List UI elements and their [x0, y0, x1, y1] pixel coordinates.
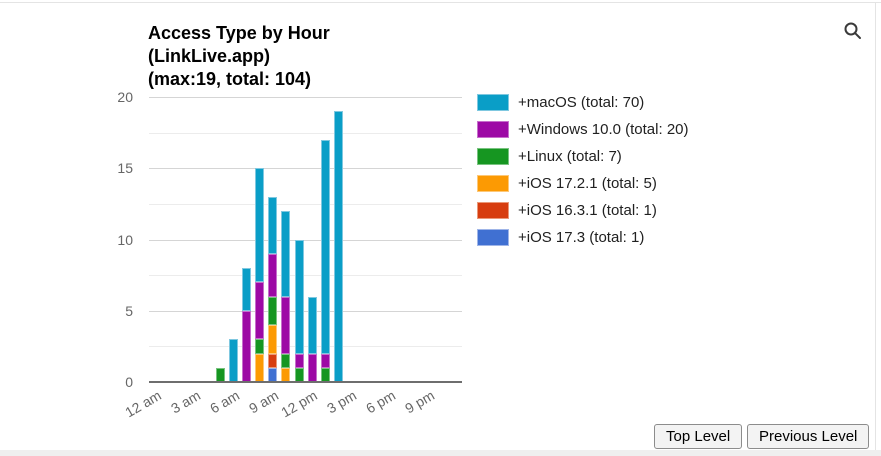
- bar-segment[interactable]: [320, 139, 330, 354]
- x-axis-tick-label: 6 am: [206, 387, 242, 417]
- gridline-major: [149, 310, 462, 312]
- x-axis-tick-label: 12 pm: [278, 387, 321, 421]
- bar-segment[interactable]: [333, 111, 343, 383]
- bar-segment[interactable]: [268, 367, 278, 383]
- x-axis-tick-label: 6 pm: [363, 387, 399, 417]
- chart-legend: +macOS (total: 70) +Windows 10.0 (total: …: [477, 89, 689, 251]
- previous-level-button[interactable]: Previous Level: [747, 424, 870, 449]
- x-axis-tick-label: 9 am: [245, 387, 281, 417]
- bar-segment[interactable]: [294, 353, 304, 368]
- chart-title-line-2: (LinkLive.app): [148, 46, 271, 66]
- legend-swatch: [477, 121, 509, 138]
- bar-segment[interactable]: [268, 253, 278, 297]
- bar-segment[interactable]: [255, 353, 265, 382]
- gridline-minor: [149, 346, 462, 348]
- bar-segment[interactable]: [320, 353, 330, 368]
- x-axis-tick-label: 9 pm: [402, 387, 438, 417]
- legend-item[interactable]: +iOS 17.3 (total: 1): [477, 224, 689, 251]
- gridline-major: [149, 97, 462, 98]
- legend-label: +macOS (total: 70): [518, 94, 645, 111]
- bar-segment[interactable]: [307, 296, 317, 354]
- y-axis-tick-label: 5: [125, 302, 133, 319]
- chart-title: Access Type by Hour (LinkLive.app) (max:…: [148, 22, 488, 91]
- page-bottom-strip: [0, 450, 881, 456]
- bar-segment[interactable]: [294, 239, 304, 354]
- legend-label: +iOS 17.2.1 (total: 5): [518, 175, 657, 192]
- bar-segment[interactable]: [320, 367, 330, 383]
- chart-title-line-1: Access Type by Hour: [148, 23, 330, 43]
- gridline-minor: [149, 203, 462, 205]
- y-axis-tick-label: 10: [117, 231, 133, 248]
- gridline-major: [149, 239, 462, 241]
- bar-segment[interactable]: [268, 325, 278, 354]
- legend-swatch: [477, 202, 509, 219]
- legend-item[interactable]: +Windows 10.0 (total: 20): [477, 116, 689, 143]
- bar-segment[interactable]: [307, 353, 317, 382]
- bar-segment[interactable]: [216, 367, 226, 383]
- legend-label: +iOS 17.3 (total: 1): [518, 229, 645, 246]
- bar-segment[interactable]: [268, 353, 278, 368]
- bar-segment[interactable]: [242, 268, 252, 311]
- legend-item[interactable]: +macOS (total: 70): [477, 89, 689, 116]
- bar-segment[interactable]: [242, 310, 252, 383]
- legend-label: +Linux (total: 7): [518, 148, 622, 165]
- x-axis-tick-label: 12 am: [121, 387, 164, 421]
- legend-swatch: [477, 148, 509, 165]
- legend-swatch: [477, 94, 509, 111]
- panel-border-right: [875, 2, 876, 450]
- legend-item[interactable]: +iOS 17.2.1 (total: 5): [477, 170, 689, 197]
- bar-segment[interactable]: [255, 282, 265, 340]
- legend-item[interactable]: +iOS 16.3.1 (total: 1): [477, 197, 689, 224]
- bar-segment[interactable]: [294, 367, 304, 383]
- legend-item[interactable]: +Linux (total: 7): [477, 143, 689, 170]
- x-axis-tick-label: 3 am: [167, 387, 203, 417]
- bar-segment[interactable]: [229, 339, 239, 383]
- search-icon[interactable]: [840, 19, 866, 45]
- legend-label: +Windows 10.0 (total: 20): [518, 121, 689, 138]
- bar-segment[interactable]: [281, 367, 291, 383]
- panel-border-top: [0, 2, 881, 3]
- chart-title-line-3: (max:19, total: 104): [148, 69, 312, 89]
- y-axis-tick-label: 15: [117, 160, 133, 177]
- bar-segment[interactable]: [281, 211, 291, 297]
- x-axis-tick-label: 3 pm: [324, 387, 360, 417]
- legend-label: +iOS 16.3.1 (total: 1): [518, 202, 657, 219]
- bar-segment[interactable]: [268, 296, 278, 325]
- y-axis-tick-label: 20: [117, 89, 133, 105]
- gridline-major: [149, 168, 462, 170]
- bar-segment[interactable]: [281, 296, 291, 354]
- bar-segment[interactable]: [281, 353, 291, 368]
- gridline-minor: [149, 275, 462, 277]
- magnifier-glyph: [844, 22, 861, 39]
- top-level-button[interactable]: Top Level: [654, 424, 743, 449]
- bar-segment[interactable]: [268, 196, 278, 254]
- x-axis-line: [149, 381, 462, 383]
- bar-segment[interactable]: [255, 168, 265, 283]
- y-axis-tick-label: 0: [125, 374, 133, 390]
- gridline-minor: [149, 132, 462, 134]
- bar-segment[interactable]: [255, 339, 265, 354]
- legend-swatch: [477, 175, 509, 192]
- legend-swatch: [477, 229, 509, 246]
